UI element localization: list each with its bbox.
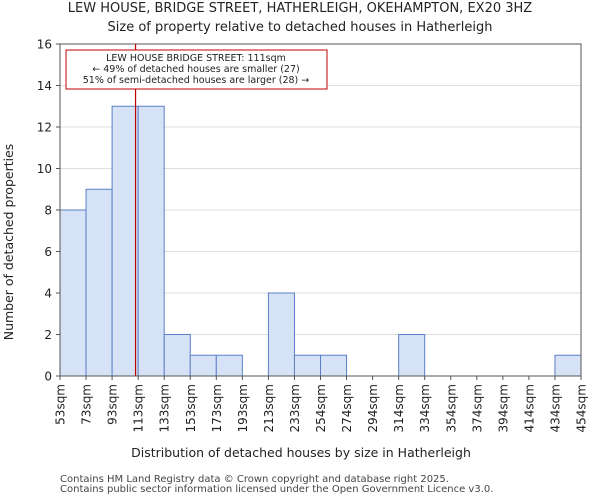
bar-113sqm xyxy=(137,105,165,377)
x-tick-label: 434sqm xyxy=(548,384,562,432)
x-tick-label: 254sqm xyxy=(314,384,328,432)
x-tick-label: 233sqm xyxy=(288,384,302,432)
x-tick-label: 93sqm xyxy=(106,384,120,425)
bar-73sqm xyxy=(85,188,113,377)
x-tick-label: 153sqm xyxy=(184,384,198,432)
y-axis-ticks: 0 2 4 6 8 10 12 14 16 xyxy=(37,38,60,384)
x-tick-label: 314sqm xyxy=(392,384,406,432)
bar-213sqm xyxy=(267,292,295,377)
y-tick-label: 12 xyxy=(37,121,52,135)
y-tick-label: 6 xyxy=(44,245,52,259)
footer-line-2: Contains public sector information licen… xyxy=(60,484,494,495)
x-tick-label: 394sqm xyxy=(496,384,510,432)
bar-133sqm xyxy=(163,334,191,377)
footer-line-1: Contains HM Land Registry data © Crown c… xyxy=(60,474,449,485)
x-tick-label: 294sqm xyxy=(366,384,380,432)
bar-254sqm xyxy=(320,354,348,377)
bar-153sqm xyxy=(189,354,217,377)
x-axis-ticks: 53sqm 73sqm 93sqm 113sqm 133sqm 153sqm 173sqm 1… xyxy=(54,376,589,432)
y-tick-label: 16 xyxy=(37,38,52,52)
x-tick-label: 454sqm xyxy=(575,384,589,432)
x-tick-label: 193sqm xyxy=(236,384,250,432)
x-axis-label: Distribution of detached houses by size … xyxy=(131,445,471,460)
bar-93sqm xyxy=(111,105,139,377)
x-tick-label: 113sqm xyxy=(132,384,146,432)
y-tick-label: 4 xyxy=(44,287,52,301)
chart-title-line-2: Size of property relative to detached ho… xyxy=(108,20,493,35)
annotation-line-2: ← 49% of detached houses are smaller (27… xyxy=(92,64,299,75)
y-tick-label: 14 xyxy=(37,79,52,93)
annotation-line-3: 51% of semi-detached houses are larger (… xyxy=(83,75,310,86)
x-tick-label: 213sqm xyxy=(262,384,276,432)
x-tick-label: 334sqm xyxy=(418,384,432,432)
y-tick-label: 8 xyxy=(44,204,52,218)
x-tick-label: 73sqm xyxy=(80,384,94,425)
y-tick-label: 10 xyxy=(37,162,52,176)
bar-173sqm xyxy=(215,354,243,377)
annotation-line-1: LEW HOUSE BRIDGE STREET: 111sqm xyxy=(106,53,286,64)
annotation-box xyxy=(65,49,328,90)
x-tick-label: 414sqm xyxy=(522,384,536,432)
bar-314sqm xyxy=(398,334,426,377)
x-tick-label: 274sqm xyxy=(340,384,354,432)
x-tick-label: 53sqm xyxy=(54,384,68,425)
bars xyxy=(59,105,582,377)
x-tick-label: 133sqm xyxy=(158,384,172,432)
bar-233sqm xyxy=(293,354,322,377)
x-tick-label: 374sqm xyxy=(470,384,484,432)
bar-53sqm xyxy=(59,209,87,377)
y-tick-label: 2 xyxy=(44,328,52,342)
x-tick-label: 173sqm xyxy=(210,384,224,432)
y-axis-label: Number of detached properties xyxy=(1,144,16,341)
y-tick-label: 0 xyxy=(44,370,52,384)
bar-434sqm xyxy=(554,354,582,377)
x-tick-label: 354sqm xyxy=(444,384,458,432)
chart-title-line-1: LEW HOUSE, BRIDGE STREET, HATHERLEIGH, O… xyxy=(68,1,532,16)
